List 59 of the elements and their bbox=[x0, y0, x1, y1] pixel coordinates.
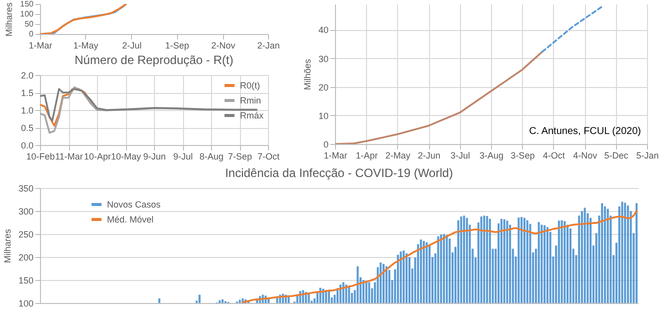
chart-title: Número de Reprodução - R(t) bbox=[74, 53, 234, 67]
legend-label: Rmin bbox=[240, 96, 262, 106]
x-tick-label: 1-Mar bbox=[28, 40, 52, 50]
x-tick-label: 4-Oct bbox=[542, 150, 566, 160]
x-tick-label: 10-Apr bbox=[84, 152, 112, 162]
x-tick-label: 5-Dec bbox=[604, 150, 629, 160]
y-tick-label: 0.5 bbox=[20, 123, 34, 133]
y-tick-label: 1.5 bbox=[20, 88, 34, 98]
y-tick-label: 100 bbox=[18, 298, 34, 308]
x-tick-label: 9-Jul bbox=[173, 152, 193, 162]
y-tick-label: 150 bbox=[20, 0, 34, 8]
x-tick-label: 7-Oct bbox=[257, 152, 280, 162]
x-tick-label: 10-Feb bbox=[26, 152, 55, 162]
chart-title: Incidência da Infecção - COVID-19 (World) bbox=[225, 166, 453, 180]
x-tick-label: 10-May bbox=[110, 152, 142, 162]
line-series bbox=[242, 210, 638, 303]
y-tick-label: 250 bbox=[18, 230, 34, 240]
line-series bbox=[335, 50, 544, 144]
x-tick-label: 2-May bbox=[385, 150, 411, 160]
x-tick-label: 1-Sep bbox=[165, 40, 190, 50]
x-tick-label: 2-Jun bbox=[418, 150, 440, 160]
x-tick-label: 1-Apr bbox=[356, 150, 378, 160]
x-tick-label: 11-Mar bbox=[55, 152, 83, 162]
x-tick-label: 3-Jul bbox=[450, 150, 470, 160]
x-tick-label: 3-Sep bbox=[510, 150, 535, 160]
y-tick-label: 20 bbox=[318, 82, 328, 92]
legend-label: Rmáx bbox=[240, 110, 264, 120]
x-tick-label: 7-Sep bbox=[228, 152, 252, 162]
x-tick-label: 8-Aug bbox=[199, 152, 224, 162]
legend-label: Méd. Móvel bbox=[107, 214, 154, 224]
y-tick-label: 350 bbox=[18, 184, 34, 194]
x-tick-label: 1-Mar bbox=[324, 150, 348, 160]
y-tick-label: 50 bbox=[24, 20, 34, 28]
x-tick-label: 1-May bbox=[73, 40, 99, 50]
annotation: C. Antunes, FCUL (2020) bbox=[529, 126, 641, 137]
y-axis-title: Milhões bbox=[302, 58, 312, 90]
y-tick-label: 0.0 bbox=[20, 140, 34, 150]
y-tick-label: 100 bbox=[20, 10, 34, 18]
x-tick-label: 2-Nov bbox=[211, 40, 236, 50]
y-tick-label: 30 bbox=[318, 54, 328, 64]
y-axis-title: Milhares bbox=[2, 228, 12, 264]
y-tick-label: 40 bbox=[318, 25, 328, 36]
y-tick-label: 2.0 bbox=[20, 70, 34, 80]
y-tick-label: 200 bbox=[18, 252, 34, 262]
legend-label: Novos Casos bbox=[107, 200, 162, 210]
x-tick-label: 5-Jan bbox=[636, 150, 659, 160]
x-tick-label: 2-Jan bbox=[257, 40, 280, 50]
legend-label: R0(t) bbox=[240, 80, 260, 90]
y-axis-title: Milhares bbox=[4, 2, 14, 37]
y-tick-label: 1.0 bbox=[20, 106, 34, 116]
y-tick-label: 300 bbox=[18, 206, 34, 216]
y-tick-label: 0 bbox=[323, 140, 328, 150]
y-tick-label: 150 bbox=[18, 276, 34, 286]
x-tick-label: 2-Jul bbox=[122, 40, 142, 50]
y-tick-label: 0 bbox=[29, 30, 34, 38]
y-tick-label: 10 bbox=[318, 110, 328, 121]
x-tick-label: 4-Nov bbox=[573, 150, 598, 160]
x-tick-label: 9-Jun bbox=[143, 152, 166, 162]
x-tick-label: 3-Aug bbox=[479, 150, 504, 160]
